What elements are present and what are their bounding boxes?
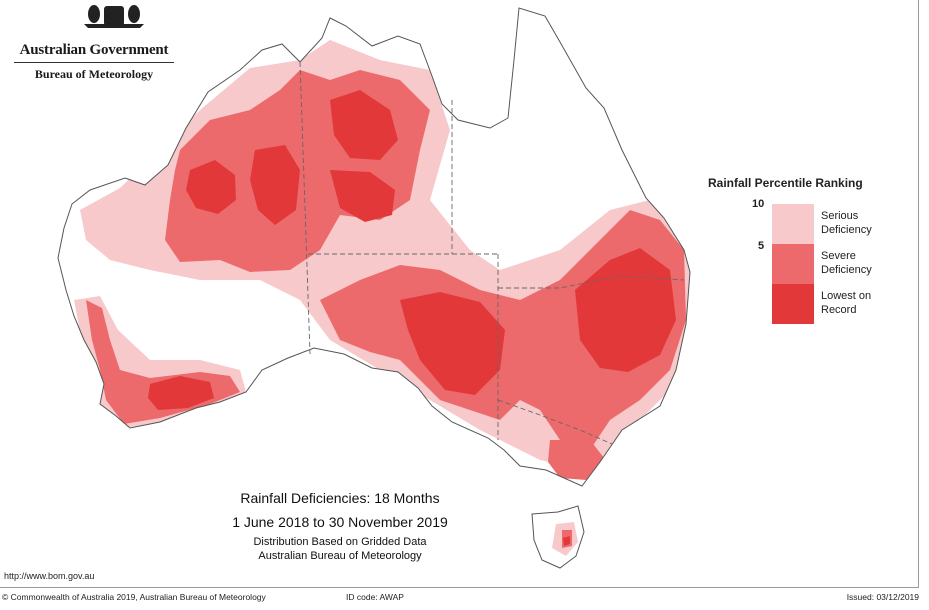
legend-label-record: Lowest on Record: [821, 290, 872, 316]
map-note-line-1: Distribution Based on Gridded Data: [253, 536, 427, 548]
legend-label-severe: Severe Deficiency: [821, 250, 872, 276]
website-link[interactable]: http://www.bom.gov.au: [4, 571, 95, 581]
record-region-south-west-tip: [148, 376, 214, 410]
legend-title: Rainfall Percentile Ranking: [708, 176, 863, 190]
map-note: Distribution Based on Gridded Data Austr…: [150, 535, 530, 563]
legend-swatch-severe: [772, 244, 814, 284]
issued-date: Issued: 03/12/2019: [846, 592, 919, 602]
coat-of-arms-logo: [84, 5, 144, 28]
border-nsw-vic: [497, 399, 613, 445]
map-titles: Rainfall Deficiencies: 18 Months 1 June …: [150, 490, 530, 563]
record-region-interior-central: [330, 170, 395, 222]
record-region-nsw-qld: [575, 248, 676, 372]
map-period: 1 June 2018 to 30 November 2019: [232, 514, 448, 530]
map-frame: [0, 0, 919, 588]
government-header: Australian Government Bureau of Meteorol…: [14, 6, 174, 82]
footer: © Commonwealth of Australia 2019, Austra…: [0, 591, 929, 607]
legend-swatch-record: [772, 284, 814, 324]
copyright-text: © Commonwealth of Australia 2019, Austra…: [2, 592, 266, 602]
map-title: Rainfall Deficiencies: 18 Months: [240, 490, 440, 506]
legend-label-serious: Serious Deficiency: [821, 210, 872, 236]
border-qld-nsw: [498, 275, 685, 289]
agency-name: Bureau of Meteorology: [34, 67, 154, 81]
legend-scale-10: 10: [752, 198, 765, 210]
record-region-south-australia: [400, 292, 505, 395]
record-region-interior-west: [250, 145, 300, 225]
record-region-pilbara: [186, 160, 236, 214]
severe-region-victoria: [548, 440, 604, 480]
tasmania-record-region: [563, 536, 570, 546]
legend: Rainfall Percentile Ranking 10 5 Serious…: [708, 176, 908, 332]
legend-scale-5: 5: [758, 240, 765, 252]
australia-map: [57, 5, 691, 569]
border-wa: [299, 61, 311, 355]
id-code: ID code: AWAP: [346, 592, 404, 602]
organisation-name: Australian Government: [14, 42, 174, 63]
legend-swatch-serious: [772, 204, 814, 244]
map-note-line-2: Australian Bureau of Meteorology: [258, 550, 422, 562]
record-region-kimberley: [330, 90, 398, 160]
mainland-outline: [57, 7, 691, 487]
